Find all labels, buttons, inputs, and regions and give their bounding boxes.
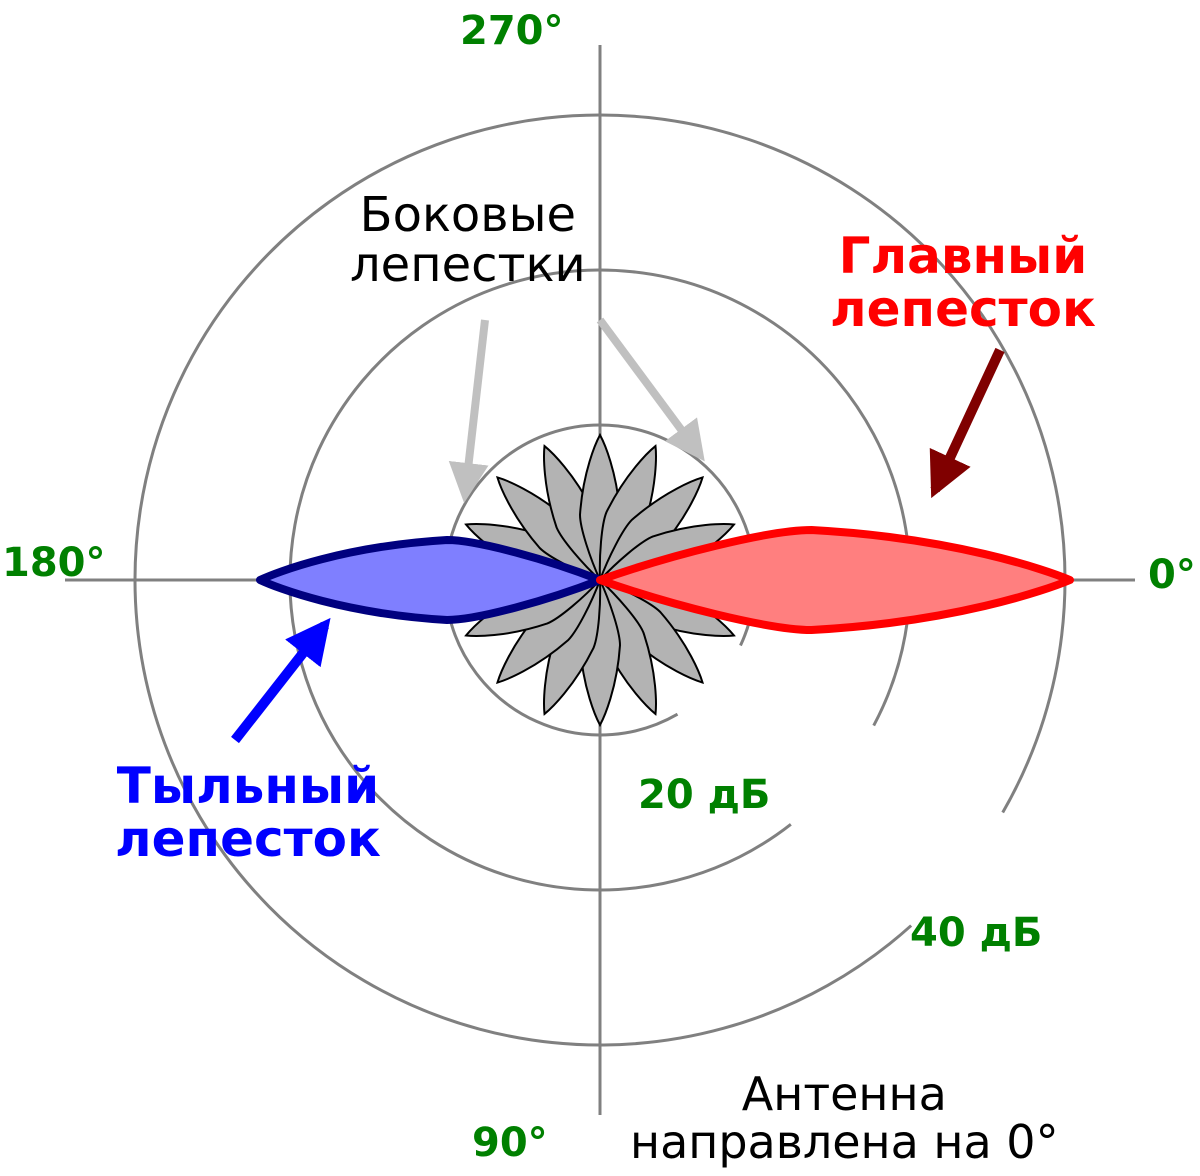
- main-lobe-line1: Главный: [839, 227, 1088, 285]
- main-lobe-line2: лепесток: [830, 280, 1096, 338]
- caption-line1: Антенна: [742, 1067, 947, 1121]
- back-lobe-line2: лепесток: [115, 810, 381, 868]
- axis-label-bottom: 90°: [472, 1120, 548, 1166]
- back-lobe-annotation: Тыльный лепесток: [115, 760, 381, 865]
- radiation-pattern-diagram: [0, 0, 1200, 1176]
- axis-label-top: 270°: [460, 8, 564, 54]
- ring-label-inner: 20 дБ: [638, 772, 770, 818]
- back-lobe-line1: Тыльный: [117, 757, 379, 815]
- ring-label-outer: 40 дБ: [910, 910, 1042, 956]
- caption-annotation: Антенна направлена на 0°: [630, 1070, 1059, 1167]
- axis-label-right: 0°: [1148, 552, 1196, 598]
- side-lobes-annotation: Боковые лепестки: [350, 190, 586, 291]
- axis-label-left: 180°: [2, 540, 106, 586]
- caption-line2: направлена на 0°: [630, 1115, 1059, 1169]
- main-lobe-annotation: Главный лепесток: [830, 230, 1096, 335]
- side-lobes-line2: лепестки: [350, 237, 586, 293]
- side-lobes-line1: Боковые: [360, 187, 576, 243]
